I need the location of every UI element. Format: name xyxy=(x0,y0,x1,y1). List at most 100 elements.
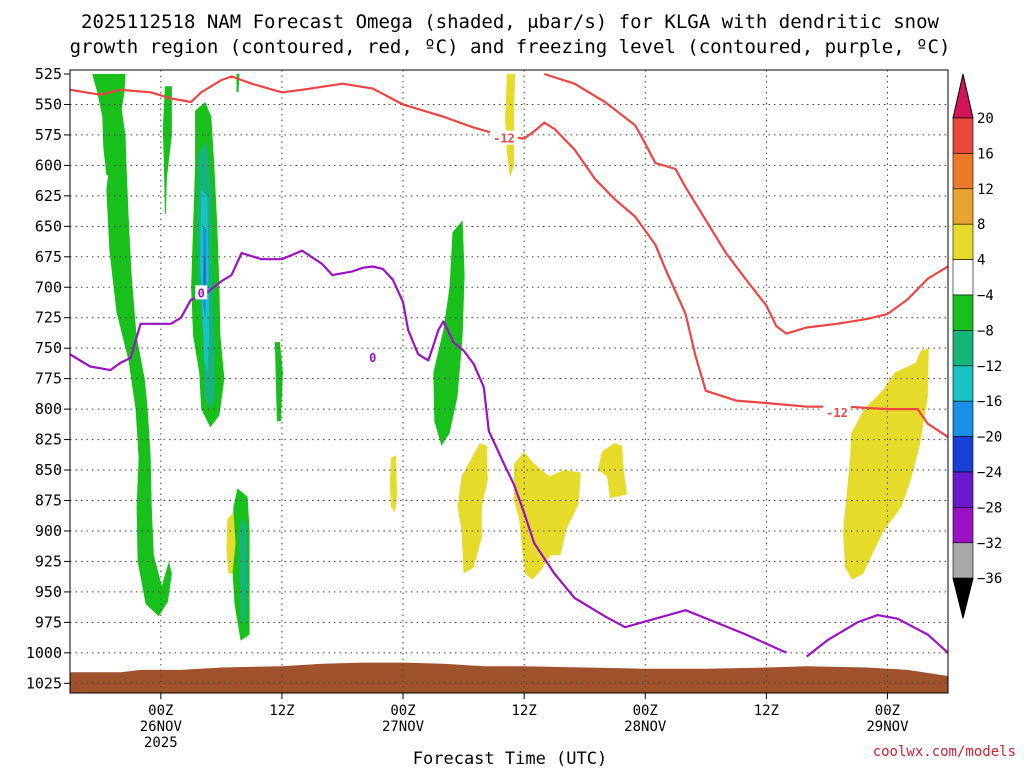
omega-region-14 xyxy=(389,455,397,513)
y-tick-label-925: 925 xyxy=(35,552,62,570)
colorbar-label-12: −32 xyxy=(977,536,1002,552)
colorbar-segment-7 xyxy=(952,330,974,367)
freezing-label-bg-0 xyxy=(195,285,208,300)
y-tick-label-825: 825 xyxy=(35,431,62,449)
x-tick-label-78-1: 00Z xyxy=(875,703,900,719)
y-tick-label-800: 800 xyxy=(35,400,62,418)
y-tick-label-1025: 1025 xyxy=(26,674,62,692)
freezing-contour-2 xyxy=(806,614,948,658)
colorbar-segment-9 xyxy=(952,400,974,437)
freezing-contour-label-1: 0 xyxy=(369,351,376,365)
colorbar-label-2: 12 xyxy=(977,182,994,198)
x-tick-label-30-1: 00Z xyxy=(390,703,415,719)
y-tick-label-775: 775 xyxy=(35,370,62,388)
colorbar-segment-6 xyxy=(952,294,974,331)
plot-frame xyxy=(69,69,949,694)
colorbar-segment-13 xyxy=(952,542,974,579)
dgz-label-bg-1 xyxy=(822,404,851,419)
omega-shading-layer xyxy=(92,74,991,641)
freezing-contour-0 xyxy=(70,249,787,654)
colorbar-label-5: −4 xyxy=(977,288,994,304)
y-tick-label-875: 875 xyxy=(35,492,62,510)
colorbar-label-1: 16 xyxy=(977,146,994,162)
x-tick-label-66-1: 12Z xyxy=(754,703,779,719)
omega-region-15 xyxy=(226,512,236,574)
y-tick-label-950: 950 xyxy=(35,583,62,601)
omega-region-19 xyxy=(843,348,929,580)
y-tick-label-850: 850 xyxy=(35,461,62,479)
y-tick-label-675: 675 xyxy=(35,248,62,266)
x-tick-label-54-1: 00Z xyxy=(633,703,658,719)
omega-region-17 xyxy=(514,451,581,580)
x-axis-label: Forecast Time (UTC) xyxy=(413,749,607,768)
x-tick-label-6-2: 26NOV xyxy=(140,719,183,735)
y-tick-label-900: 900 xyxy=(35,522,62,540)
contour-layer: -12 -12 0 0 xyxy=(70,72,948,658)
y-tick-label-625: 625 xyxy=(35,187,62,205)
colorbar-label-6: −8 xyxy=(977,323,994,339)
dgz-contour-1 xyxy=(543,72,948,335)
colorbar-bottom-arrow xyxy=(952,577,974,619)
colorbar-label-9: −20 xyxy=(977,430,1002,446)
x-tick-label-78-2: 29NOV xyxy=(866,719,909,735)
freezing-label-bg-1 xyxy=(366,349,379,364)
x-tick-label-42-1: 12Z xyxy=(511,703,536,719)
x-tick-label-30-2: 27NOV xyxy=(382,719,425,735)
grid-layer xyxy=(70,70,948,693)
omega-region-13 xyxy=(505,74,516,178)
y-tick-label-750: 750 xyxy=(35,339,62,357)
colorbar-label-7: −12 xyxy=(977,359,1002,375)
x-tick-label-18-1: 12Z xyxy=(269,703,294,719)
terrain-fill xyxy=(70,662,948,693)
omega-region-16 xyxy=(457,443,488,574)
colorbar-top-arrow xyxy=(952,73,974,119)
chart-title-line1: 2025112518 NAM Forecast Omega (shaded, μ… xyxy=(81,11,939,33)
y-tick-label-575: 575 xyxy=(35,126,62,144)
y-tick-label-525: 525 xyxy=(35,65,62,83)
x-tick-label-6-3: 2025 xyxy=(144,735,178,751)
colorbar: 20 16 12 8 4 −4 −8 −12 −16 −20 −24 −28 −32 −36 xyxy=(952,73,1002,619)
colorbar-segment-1 xyxy=(952,117,974,154)
colorbar-segment-5 xyxy=(952,259,974,296)
colorbar-label-10: −24 xyxy=(977,465,1002,481)
omega-region-6 xyxy=(274,342,283,422)
freezing-contour-label-0: 0 xyxy=(198,286,205,300)
colorbar-label-0: 20 xyxy=(977,111,994,127)
terrain-layer xyxy=(70,662,948,693)
colorbar-segment-11 xyxy=(952,471,974,508)
colorbar-segment-3 xyxy=(952,188,974,225)
y-tick-label-550: 550 xyxy=(35,95,62,113)
colorbar-segment-12 xyxy=(952,507,974,544)
y-tick-label-725: 725 xyxy=(35,309,62,327)
colorbar-segment-4 xyxy=(952,223,974,260)
omega-region-18 xyxy=(597,443,628,499)
colorbar-label-13: −36 xyxy=(977,571,1002,587)
dgz-contour-label-1: -12 xyxy=(826,406,848,420)
omega-region-4 xyxy=(236,74,240,93)
y-tick-label-975: 975 xyxy=(35,613,62,631)
colorbar-label-11: −28 xyxy=(977,500,1002,516)
colorbar-label-4: 4 xyxy=(977,253,985,269)
omega-region-21 xyxy=(986,74,991,92)
omega-region-1 xyxy=(106,102,172,617)
chart-title-line2: growth region (contoured, red, ºC) and f… xyxy=(70,36,951,58)
omega-region-2 xyxy=(162,86,172,215)
colorbar-label-8: −16 xyxy=(977,394,1002,410)
y-tick-label-600: 600 xyxy=(35,156,62,174)
omega-region-9 xyxy=(239,518,248,623)
colorbar-label-3: 8 xyxy=(977,217,985,233)
x-tick-label-6-1: 00Z xyxy=(148,703,173,719)
y-tick-label-650: 650 xyxy=(35,217,62,235)
colorbar-segment-10 xyxy=(952,436,974,473)
dgz-contour-label-0: -12 xyxy=(493,132,515,146)
y-tick-label-700: 700 xyxy=(35,278,62,296)
y-tick-label-1000: 1000 xyxy=(26,644,62,662)
colorbar-segment-8 xyxy=(952,365,974,402)
credit-text: coolwx.com/models xyxy=(873,744,1016,760)
y-axis: 525 550 575 600 625 650 675 700 725 750 775 800 825 8… xyxy=(26,65,70,692)
x-tick-label-54-2: 28NOV xyxy=(624,719,667,735)
dgz-label-bg-0 xyxy=(489,130,518,145)
colorbar-segment-2 xyxy=(952,153,974,190)
